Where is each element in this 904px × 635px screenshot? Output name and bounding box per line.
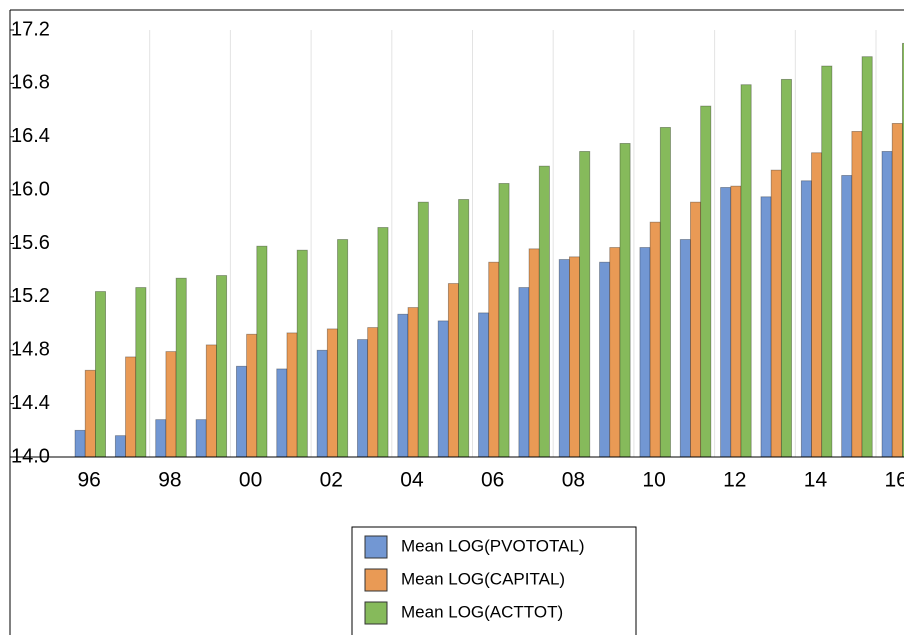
- bar: [558, 259, 570, 458]
- bar: [770, 169, 782, 458]
- bar: [811, 152, 823, 458]
- y-tick-label: 16.8: [11, 72, 50, 94]
- bar: [498, 183, 510, 458]
- bar: [84, 369, 96, 458]
- y-tick-label: 16.0: [11, 178, 50, 200]
- legend-frame: [351, 526, 637, 635]
- bar: [579, 151, 591, 458]
- bar: [458, 199, 470, 458]
- bar: [700, 105, 712, 458]
- x-tick-label: 00: [239, 469, 262, 492]
- bar: [639, 247, 651, 458]
- legend-label: Mean LOG(CAPITAL): [401, 569, 565, 588]
- bar: [256, 245, 268, 458]
- bar: [528, 248, 540, 458]
- bar: [881, 151, 893, 458]
- bar: [377, 227, 389, 458]
- bar: [518, 287, 530, 458]
- y-tick-label: 14.8: [11, 339, 50, 361]
- bar: [74, 429, 86, 458]
- bar: [488, 261, 500, 458]
- bar: [780, 78, 792, 458]
- bar: [891, 123, 903, 458]
- x-tick-label: 06: [481, 469, 504, 492]
- bar: [407, 307, 419, 458]
- x-tick-label: 16: [884, 469, 904, 492]
- x-tick-label: 04: [400, 469, 424, 492]
- bar: [447, 283, 459, 458]
- bar: [730, 185, 742, 458]
- bar: [841, 175, 853, 458]
- bar: [538, 165, 550, 458]
- bar: [659, 127, 671, 458]
- x-tick-label: 14: [804, 469, 828, 492]
- y-tick-label: 15.6: [11, 232, 50, 254]
- bar: [205, 344, 217, 458]
- bar: [417, 201, 429, 458]
- bar: [851, 131, 863, 458]
- bar: [165, 351, 177, 458]
- bar: [902, 42, 904, 458]
- bar: [114, 435, 126, 458]
- legend-label: Mean LOG(PVOTOTAL): [401, 536, 585, 555]
- bar: [357, 339, 369, 458]
- bar: [649, 221, 661, 458]
- bar: [397, 313, 409, 458]
- bar: [609, 247, 621, 458]
- bar: [437, 320, 449, 458]
- y-tick-label: 16.4: [11, 125, 50, 147]
- x-tick-label: 08: [562, 469, 585, 492]
- bar: [216, 275, 228, 458]
- x-tick-label: 98: [158, 469, 181, 492]
- x-tick-label: 96: [77, 469, 100, 492]
- bar: [296, 249, 308, 458]
- bar: [599, 261, 611, 458]
- bar: [246, 333, 258, 458]
- y-tick-label: 14.4: [11, 392, 50, 414]
- bar: [326, 328, 338, 458]
- bar: [276, 368, 288, 458]
- bar: [286, 332, 298, 458]
- bar: [195, 419, 207, 458]
- y-tick-label: 14.0: [11, 445, 50, 467]
- bar: [125, 356, 137, 458]
- x-tick-label: 02: [320, 469, 343, 492]
- bar: [690, 201, 702, 458]
- bar: [95, 291, 107, 458]
- y-tick-label: 17.2: [11, 18, 50, 40]
- bar: [235, 365, 247, 458]
- legend-swatch: [364, 601, 388, 625]
- legend-swatch: [364, 568, 388, 592]
- bar: [175, 277, 187, 458]
- bar: [740, 84, 752, 458]
- bar: [478, 312, 490, 458]
- bar: [861, 56, 873, 458]
- bar: [316, 349, 328, 458]
- bar: [800, 180, 812, 458]
- x-tick-label: 10: [642, 469, 665, 492]
- bar: [760, 196, 772, 458]
- legend-label: Mean LOG(ACTTOT): [401, 602, 563, 621]
- bar: [821, 65, 833, 458]
- bar: [367, 327, 379, 458]
- bar: [155, 419, 167, 458]
- y-tick-label: 15.2: [11, 285, 50, 307]
- bar: [569, 256, 581, 458]
- legend-swatch: [364, 535, 388, 559]
- bar: [679, 239, 691, 458]
- bar: [135, 287, 147, 458]
- x-tick-label: 12: [723, 469, 746, 492]
- bar: [337, 239, 349, 458]
- bar: [619, 143, 631, 458]
- bar: [720, 187, 732, 458]
